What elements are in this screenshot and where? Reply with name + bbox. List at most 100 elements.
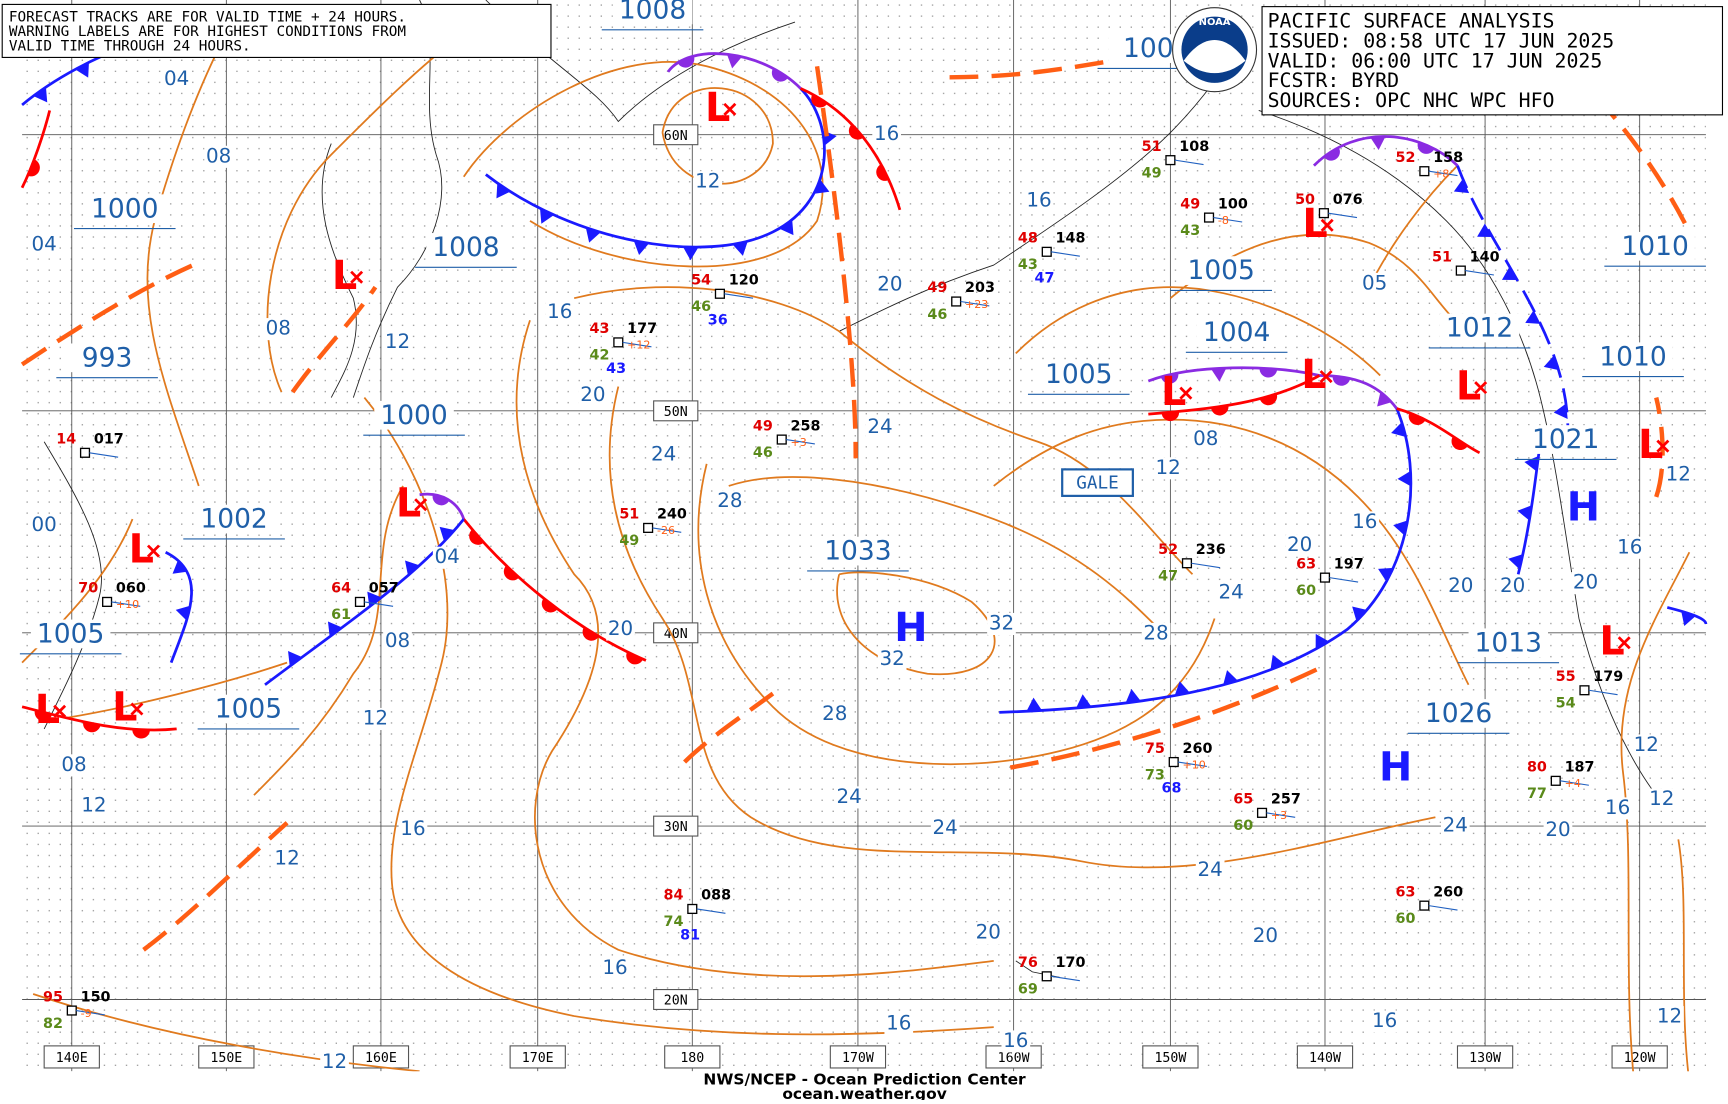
low-x: [146, 544, 160, 558]
isobar-label: 12: [385, 330, 410, 353]
center-pressure: 1005: [37, 619, 104, 650]
isobar-label-bg: [1543, 819, 1573, 842]
station-marker: [1041, 971, 1052, 982]
high-center: H: [894, 605, 927, 651]
station-wind: [652, 527, 682, 533]
station-marker: [1455, 265, 1466, 276]
front-warm: [21, 705, 177, 732]
station-dewpoint: 60: [1396, 911, 1416, 927]
isobar-label: 20: [877, 272, 902, 295]
warm-front-symbol: [1259, 393, 1278, 406]
station-marker: [1165, 155, 1176, 166]
isobar-label-bg: [820, 703, 850, 726]
center-label-bg: [30, 619, 111, 649]
station-marker: [1041, 246, 1052, 257]
warm-front-symbol: [469, 529, 484, 545]
warm-front-symbol: [34, 710, 53, 722]
center-pressure: 1033: [824, 536, 891, 567]
center-label-bg: [426, 233, 506, 262]
station-dewpoint: 46: [927, 307, 947, 323]
lon-label-box: [43, 1045, 100, 1069]
station-pressure: 177: [627, 321, 657, 337]
isobar-label-bg: [383, 331, 412, 354]
forecast-track: [1654, 397, 1665, 498]
station-marker: [1318, 208, 1329, 219]
center-label-bg: [1468, 628, 1549, 658]
isobar-label: 16: [886, 1011, 911, 1034]
cold-front-symbol: [1453, 179, 1470, 194]
station-wind: [696, 908, 726, 914]
warm-front-symbol: [811, 93, 828, 108]
isobar-label: 08: [385, 629, 410, 652]
isobar-label-bg: [1141, 622, 1171, 645]
isobar-label-bg: [930, 817, 960, 840]
station-marker: [613, 337, 624, 348]
low-x: [414, 498, 428, 512]
isobar-label-bg: [79, 795, 109, 818]
isobar-label: 16: [1026, 189, 1051, 212]
station-wind: [724, 293, 754, 299]
cold-front-symbol: [633, 240, 649, 256]
station-temp: 49: [927, 280, 947, 296]
center-label-bg: [1196, 318, 1277, 347]
station-extra: 43: [606, 361, 626, 377]
cold-front-symbol: [405, 560, 420, 576]
station-pressure: 258: [791, 418, 821, 434]
low-center: L: [129, 527, 154, 573]
isobar-label-bg: [432, 546, 462, 569]
station-marker: [354, 596, 366, 607]
center-pressure: 1002: [200, 504, 267, 535]
station-extra: 36: [708, 312, 728, 328]
station-dewpoint: 60: [1233, 818, 1253, 834]
cold-front-symbol: [779, 219, 794, 236]
station-wind: [111, 601, 141, 607]
isobar-label: 20: [1287, 533, 1312, 556]
station-dewpoint: 73: [1145, 767, 1165, 783]
station-temp: 48: [1018, 231, 1038, 247]
station-marker: [643, 522, 654, 533]
isobar-label: 24: [1218, 581, 1243, 604]
station-pressure: 108: [1179, 139, 1209, 155]
isobar-label: 16: [400, 817, 425, 840]
isobar-label-bg: [1285, 534, 1314, 557]
high-center: H: [1379, 744, 1412, 790]
center-pressure: 1012: [1446, 313, 1513, 344]
station-dewpoint: 69: [1018, 982, 1038, 998]
lon-label: 160E: [365, 1051, 397, 1066]
station-pressure: 057: [369, 581, 399, 597]
station-marker: [1256, 807, 1268, 818]
station-marker: [1419, 900, 1430, 911]
station-wind: [1588, 689, 1618, 696]
cold-front-symbol: [1378, 567, 1394, 582]
isobar-label: 28: [822, 702, 847, 725]
station-marker: [776, 434, 787, 445]
cold-front-symbol: [1508, 554, 1523, 570]
station-extra: 68: [1162, 781, 1182, 797]
warm-front-symbol: [541, 598, 558, 613]
low-x: [350, 270, 364, 284]
center-label-bg: [67, 343, 147, 373]
isobar-label: 12: [1634, 733, 1659, 756]
isobar-label-bg: [1216, 582, 1246, 605]
center-label-bg: [1418, 699, 1499, 728]
isobar-label-bg: [715, 490, 745, 513]
info-box: PACIFIC SURFACE ANALYSIS ISSUED: 08:58 U…: [1261, 6, 1724, 116]
station-dewpoint: 43: [1018, 257, 1038, 273]
isobar-label-bg: [1001, 1030, 1031, 1053]
isobar-label-bg: [834, 786, 864, 809]
warning-box: [1061, 468, 1134, 497]
cold-front-symbol: [1393, 520, 1408, 536]
lon-label: 170E: [522, 1051, 554, 1066]
warm-front-symbol: [1210, 405, 1229, 416]
center-pressure: 1000: [380, 400, 447, 431]
occluded-front-symbol: [1377, 391, 1392, 407]
station-marker: [1168, 756, 1179, 768]
cold-front-symbol: [1125, 688, 1141, 704]
isobar-label: 12: [322, 1050, 347, 1073]
station-temp: 75: [1145, 741, 1165, 757]
occluded-front-symbol: [1160, 372, 1179, 384]
station-temp: 55: [1556, 669, 1576, 685]
occluded-front-symbol: [726, 53, 743, 69]
isobar-label-bg: [1360, 272, 1390, 295]
lon-label-box: [1296, 1045, 1354, 1069]
